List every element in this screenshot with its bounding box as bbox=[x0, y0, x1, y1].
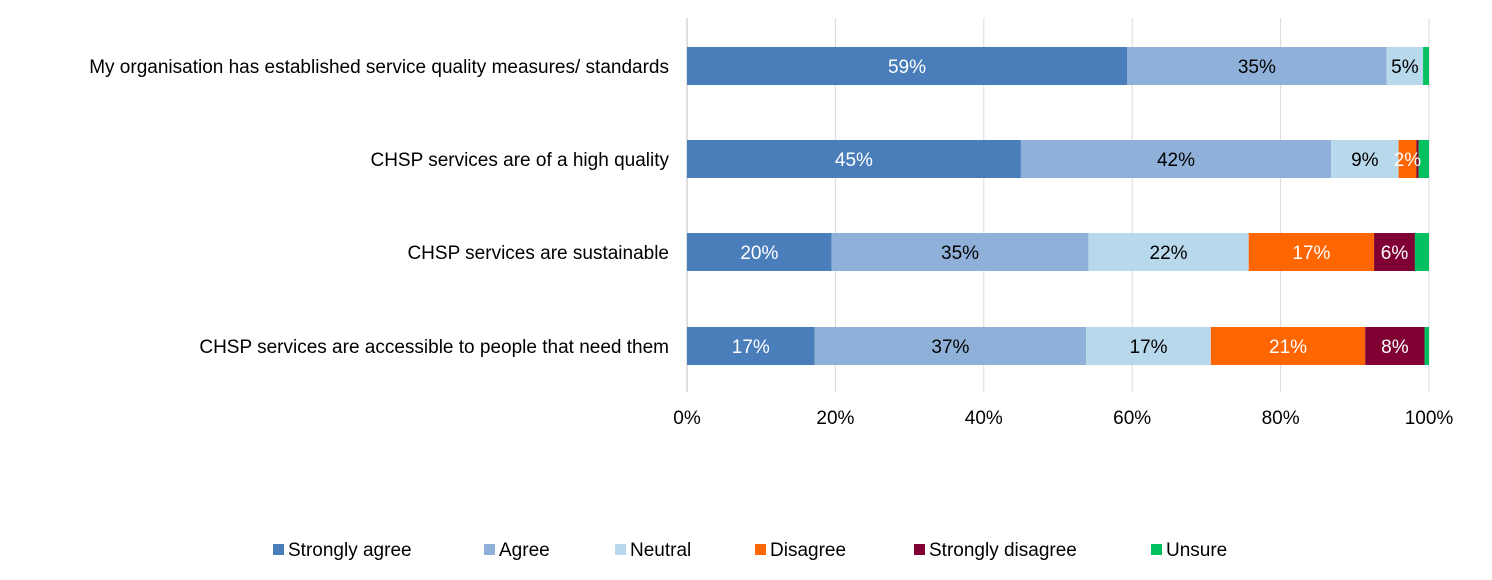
bar-label-4-strongly-disagree: 8% bbox=[1381, 337, 1409, 358]
bar-label-4-strongly-agree: 17% bbox=[732, 337, 770, 358]
category-labels: My organisation has established service … bbox=[89, 57, 669, 358]
bar-4-strongly-disagree bbox=[1365, 327, 1425, 365]
x-tick-labels: 0% 20% 40% 60% 80% 100% bbox=[673, 408, 1453, 429]
bar-label-3-agree: 35% bbox=[941, 243, 979, 264]
x-tick-label-40: 40% bbox=[965, 408, 1003, 429]
bar-2-agree bbox=[1020, 140, 1332, 178]
bar-1-agree bbox=[1127, 47, 1387, 85]
bar-label-3-strongly-disagree: 6% bbox=[1381, 243, 1409, 264]
bar-label-4-agree: 37% bbox=[931, 337, 969, 358]
bar-1-neutral bbox=[1386, 47, 1424, 85]
legend-swatch-strongly-agree bbox=[273, 544, 284, 555]
bar-label-2-strongly-agree: 45% bbox=[835, 150, 873, 171]
legend-swatch-neutral bbox=[615, 544, 626, 555]
bar-label-1-neutral: 5% bbox=[1391, 57, 1419, 78]
bar-label-4-disagree: 21% bbox=[1269, 337, 1307, 358]
bar-3-neutral bbox=[1088, 233, 1249, 271]
bar-label-1-strongly-agree: 59% bbox=[888, 57, 926, 78]
bar-label-3-disagree: 17% bbox=[1292, 243, 1330, 264]
legend-label-strongly-disagree: Strongly disagree bbox=[929, 540, 1077, 561]
legend-label-strongly-agree: Strongly agree bbox=[288, 540, 412, 561]
category-label-3: CHSP services are sustainable bbox=[407, 243, 669, 264]
bar-3-disagree bbox=[1248, 233, 1375, 271]
legend-label-disagree: Disagree bbox=[770, 540, 846, 561]
bar-label-2-disagree: 2% bbox=[1394, 150, 1422, 171]
bar-2-disagree bbox=[1398, 140, 1417, 178]
legend: Strongly agree Agree Neutral Disagree Strong… bbox=[273, 540, 1227, 561]
x-tick-label-60: 60% bbox=[1113, 408, 1151, 429]
x-tick-label-20: 20% bbox=[816, 408, 854, 429]
bar-label-2-agree: 42% bbox=[1157, 150, 1195, 171]
legend-swatch-agree bbox=[484, 544, 495, 555]
legend-label-unsure: Unsure bbox=[1166, 540, 1227, 561]
legend-label-agree: Agree bbox=[499, 540, 550, 561]
x-tick-label-0: 0% bbox=[673, 408, 701, 429]
bar-label-4-neutral: 17% bbox=[1130, 337, 1168, 358]
legend-swatch-disagree bbox=[755, 544, 766, 555]
bar-2-neutral bbox=[1331, 140, 1399, 178]
bar-label-1-agree: 35% bbox=[1238, 57, 1276, 78]
bar-4-unsure bbox=[1424, 327, 1429, 365]
bar-1-strongly-agree bbox=[687, 47, 1128, 85]
bar-2-strongly-disagree bbox=[1416, 140, 1419, 178]
bar-3-agree bbox=[831, 233, 1089, 271]
bar-label-3-strongly-agree: 20% bbox=[740, 243, 778, 264]
x-tick-label-100: 100% bbox=[1405, 408, 1454, 429]
bars bbox=[687, 47, 1429, 365]
bar-3-strongly-disagree bbox=[1374, 233, 1415, 271]
legend-label-neutral: Neutral bbox=[630, 540, 691, 561]
legend-swatch-strongly-disagree bbox=[914, 544, 925, 555]
bar-3-unsure bbox=[1414, 233, 1429, 271]
category-label-2: CHSP services are of a high quality bbox=[370, 150, 669, 171]
bar-4-disagree bbox=[1210, 327, 1366, 365]
bar-1-unsure bbox=[1423, 47, 1429, 85]
bar-3-strongly-agree bbox=[687, 233, 832, 271]
bar-label-3-neutral: 22% bbox=[1150, 243, 1188, 264]
category-label-4: CHSP services are accessible to people t… bbox=[199, 337, 669, 358]
category-label-1: My organisation has established service … bbox=[89, 57, 669, 78]
bar-4-agree bbox=[814, 327, 1087, 365]
bar-4-strongly-agree bbox=[687, 327, 815, 365]
x-tick-label-80: 80% bbox=[1262, 408, 1300, 429]
bar-4-neutral bbox=[1086, 327, 1211, 365]
bar-2-unsure bbox=[1418, 140, 1429, 178]
bar-label-2-neutral: 9% bbox=[1351, 150, 1379, 171]
bar-2-strongly-agree bbox=[687, 140, 1021, 178]
bar-labels: 59% 35% 5% 45% 42% 9% 2% 20% 35% 22% 17% 6% 17% 37% 17… bbox=[732, 57, 1422, 358]
legend-swatch-unsure bbox=[1151, 544, 1162, 555]
